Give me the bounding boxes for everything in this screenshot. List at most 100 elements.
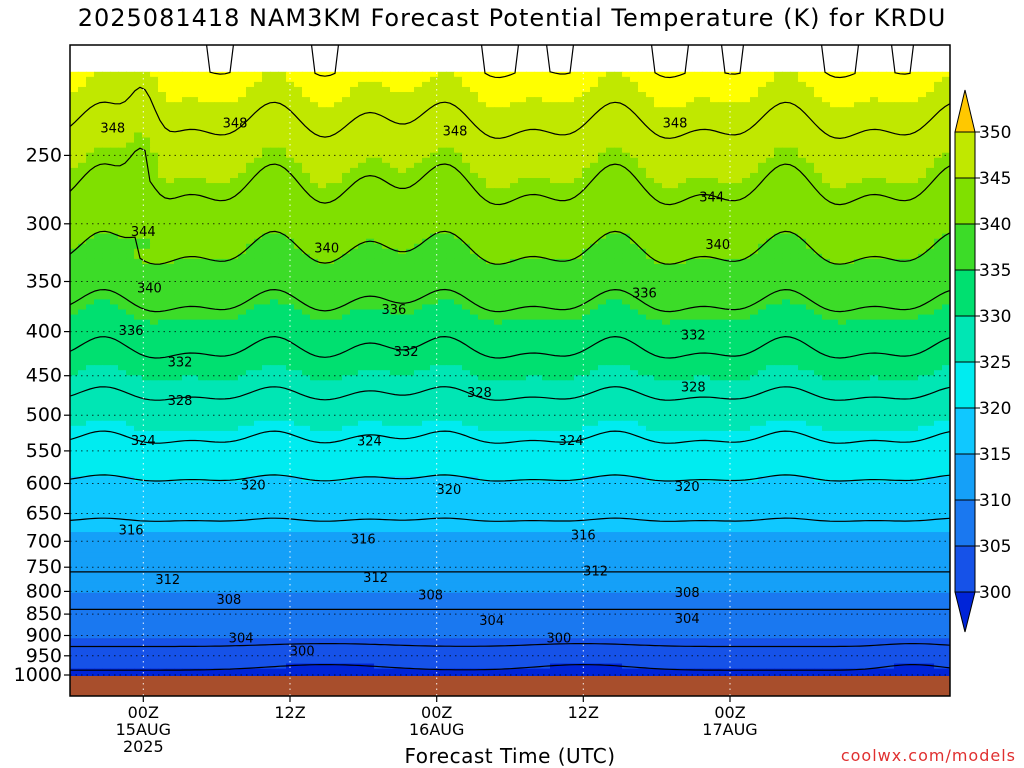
field-cell (126, 203, 135, 209)
field-cell (294, 299, 303, 306)
field-cell (318, 188, 327, 194)
field-cell (590, 172, 599, 179)
field-cell (726, 117, 735, 123)
field-cell (70, 274, 79, 280)
field-cell (478, 162, 487, 169)
field-cell (182, 248, 191, 255)
field-cell (790, 97, 799, 103)
field-cell (702, 213, 711, 220)
field-cell (598, 183, 607, 189)
field-cell (70, 137, 79, 144)
field-cell (478, 193, 487, 199)
field-cell (654, 269, 663, 275)
field-cell (190, 172, 199, 179)
field-cell (886, 102, 895, 108)
field-cell (78, 117, 87, 123)
field-cell (78, 218, 87, 225)
field-cell (318, 253, 327, 260)
field-cell (502, 218, 511, 225)
field-cell (510, 178, 519, 184)
field-cell (782, 127, 791, 134)
field-cell (606, 117, 615, 123)
field-cell (190, 76, 199, 83)
field-cell (214, 147, 223, 154)
field-cell (646, 97, 655, 103)
field-cell (694, 162, 703, 169)
field-cell (582, 243, 591, 250)
field-cell (894, 253, 903, 260)
field-cell (422, 107, 431, 113)
field-cell (454, 269, 463, 275)
field-cell (646, 203, 655, 209)
field-cell (838, 193, 847, 199)
field-cell (710, 76, 719, 83)
field-cell (694, 269, 703, 275)
field-cell (774, 112, 783, 118)
field-cell (918, 178, 927, 184)
field-cell (158, 223, 167, 230)
field-cell (830, 112, 839, 118)
field-cell (430, 178, 439, 184)
field-cell (814, 218, 823, 225)
field-cell (374, 102, 383, 108)
field-cell (774, 183, 783, 189)
field-cell (78, 142, 87, 149)
field-cell (558, 147, 567, 154)
field-cell (622, 294, 631, 300)
field-cell (766, 198, 775, 204)
field-cell (942, 81, 950, 88)
field-cell (846, 274, 855, 280)
field-cell (126, 183, 135, 189)
field-cell (214, 117, 223, 123)
field-cell (398, 117, 407, 123)
field-cell (702, 269, 711, 275)
field-cell (302, 142, 311, 149)
field-cell (254, 97, 263, 103)
field-cell (766, 263, 775, 270)
field-cell (934, 213, 943, 220)
field-cell (614, 183, 623, 189)
field-cell (86, 71, 95, 78)
field-cell (310, 284, 319, 290)
field-cell (526, 137, 535, 144)
field-cell (902, 253, 911, 260)
field-cell (814, 269, 823, 275)
field-cell (894, 188, 903, 194)
field-cell (750, 137, 759, 144)
field-cell (558, 92, 567, 98)
field-cell (870, 193, 879, 199)
field-cell (542, 162, 551, 169)
field-cell (886, 253, 895, 260)
field-cell (830, 279, 839, 285)
field-cell (742, 294, 751, 300)
field-cell (270, 263, 279, 270)
field-cell (662, 127, 671, 134)
field-cell (518, 137, 527, 144)
field-cell (582, 269, 591, 275)
field-cell (350, 258, 359, 265)
field-cell (926, 81, 935, 88)
field-cell (830, 223, 839, 230)
field-cell (246, 223, 255, 230)
field-cell (806, 167, 815, 174)
field-cell (78, 253, 87, 260)
field-cell (638, 269, 647, 275)
field-cell (102, 132, 111, 139)
field-cell (262, 243, 271, 250)
field-cell (126, 294, 135, 300)
field-cell (638, 76, 647, 83)
field-cell (886, 132, 895, 139)
field-cell (262, 183, 271, 189)
field-cell (238, 274, 247, 280)
field-cell (270, 284, 279, 290)
field-cell (174, 218, 183, 225)
field-cell (102, 233, 111, 240)
field-cell (126, 152, 135, 159)
field-cell (534, 289, 543, 295)
field-cell (70, 289, 79, 295)
field-cell (102, 172, 111, 179)
field-cell (214, 127, 223, 134)
field-cell (798, 112, 807, 118)
field-cell (278, 263, 287, 270)
field-cell (158, 213, 167, 220)
